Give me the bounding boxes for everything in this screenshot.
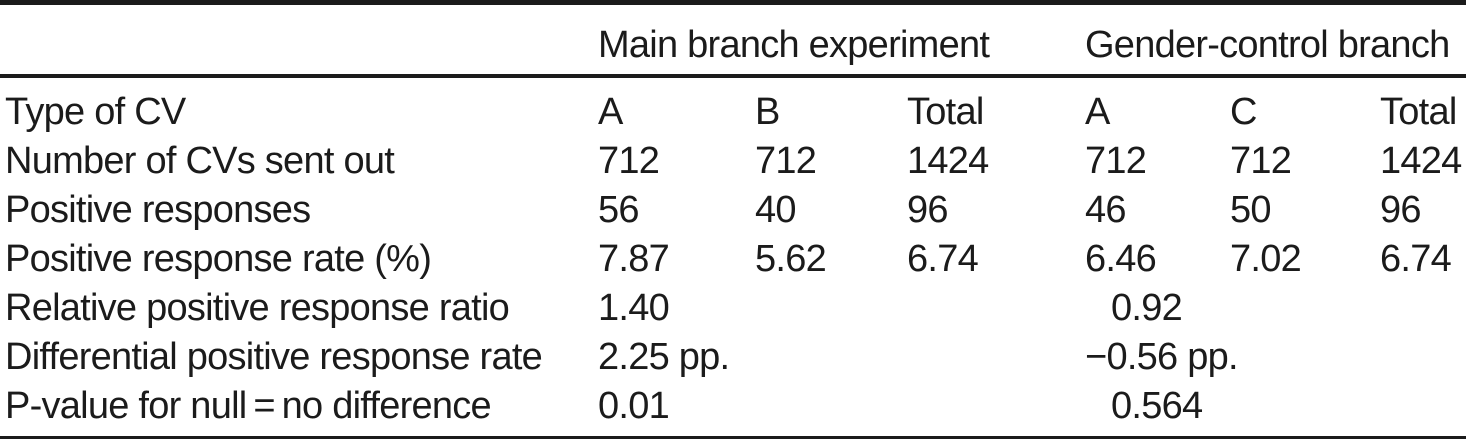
cell-gender-a-header: A bbox=[1085, 91, 1110, 133]
cell-ratio-gender: 0.92 bbox=[1111, 287, 1183, 329]
cell-cvs-main-total: 1424 bbox=[907, 140, 989, 182]
row-label-positive-responses: Positive responses bbox=[5, 189, 311, 231]
cell-rate-gender-c: 7.02 bbox=[1230, 238, 1302, 280]
row-label-differential-rate: Differential positive response rate bbox=[5, 336, 543, 378]
cell-main-total-header: Total bbox=[907, 91, 984, 133]
cell-gender-total-header: Total bbox=[1380, 91, 1457, 133]
cell-rate-gender-a: 6.46 bbox=[1085, 238, 1157, 280]
cell-resp-main-total: 96 bbox=[907, 189, 949, 231]
table-top-rule bbox=[0, 0, 1466, 5]
cell-resp-gender-total: 96 bbox=[1380, 189, 1422, 231]
cell-cvs-main-a: 712 bbox=[598, 140, 660, 182]
cell-cvs-main-b: 712 bbox=[755, 140, 817, 182]
cell-rate-main-b: 5.62 bbox=[755, 238, 827, 280]
cell-resp-main-b: 40 bbox=[755, 189, 797, 231]
table-bottom-rule bbox=[0, 436, 1466, 439]
row-label-p-value: P-value for null = no difference bbox=[5, 385, 492, 427]
column-group-header-gender-control: Gender-control branch bbox=[1085, 24, 1450, 66]
column-group-header-row: Main branch experiment Gender-control br… bbox=[0, 0, 1466, 74]
cell-resp-main-a: 56 bbox=[598, 189, 640, 231]
cell-rate-main-a: 7.87 bbox=[598, 238, 670, 280]
column-group-header-main-branch: Main branch experiment bbox=[598, 24, 990, 66]
cell-pvalue-gender: 0.564 bbox=[1111, 385, 1203, 427]
table-header-rule bbox=[0, 74, 1466, 78]
cell-resp-gender-c: 50 bbox=[1230, 189, 1272, 231]
cell-resp-gender-a: 46 bbox=[1085, 189, 1127, 231]
cell-rate-gender-total: 6.74 bbox=[1380, 238, 1452, 280]
cell-main-b-header: B bbox=[755, 91, 780, 133]
row-label-cvs-sent: Number of CVs sent out bbox=[5, 140, 395, 182]
cell-diff-main: 2.25 pp. bbox=[598, 336, 730, 378]
cell-ratio-main: 1.40 bbox=[598, 287, 670, 329]
cell-gender-c-header: C bbox=[1230, 91, 1257, 133]
cell-cvs-gender-total: 1424 bbox=[1380, 140, 1462, 182]
cell-pvalue-main: 0.01 bbox=[598, 385, 670, 427]
row-label-relative-ratio: Relative positive response ratio bbox=[5, 287, 510, 329]
row-label-response-rate: Positive response rate (%) bbox=[5, 238, 432, 280]
cell-cvs-gender-c: 712 bbox=[1230, 140, 1292, 182]
cell-diff-gender: −0.56 pp. bbox=[1085, 336, 1239, 378]
cell-main-a-header: A bbox=[598, 91, 623, 133]
cell-rate-main-total: 6.74 bbox=[907, 238, 979, 280]
table-body: Type of CV A B Total A C Total Number of… bbox=[0, 88, 1466, 431]
row-label-type-of-cv: Type of CV bbox=[5, 91, 186, 133]
cell-cvs-gender-a: 712 bbox=[1085, 140, 1147, 182]
